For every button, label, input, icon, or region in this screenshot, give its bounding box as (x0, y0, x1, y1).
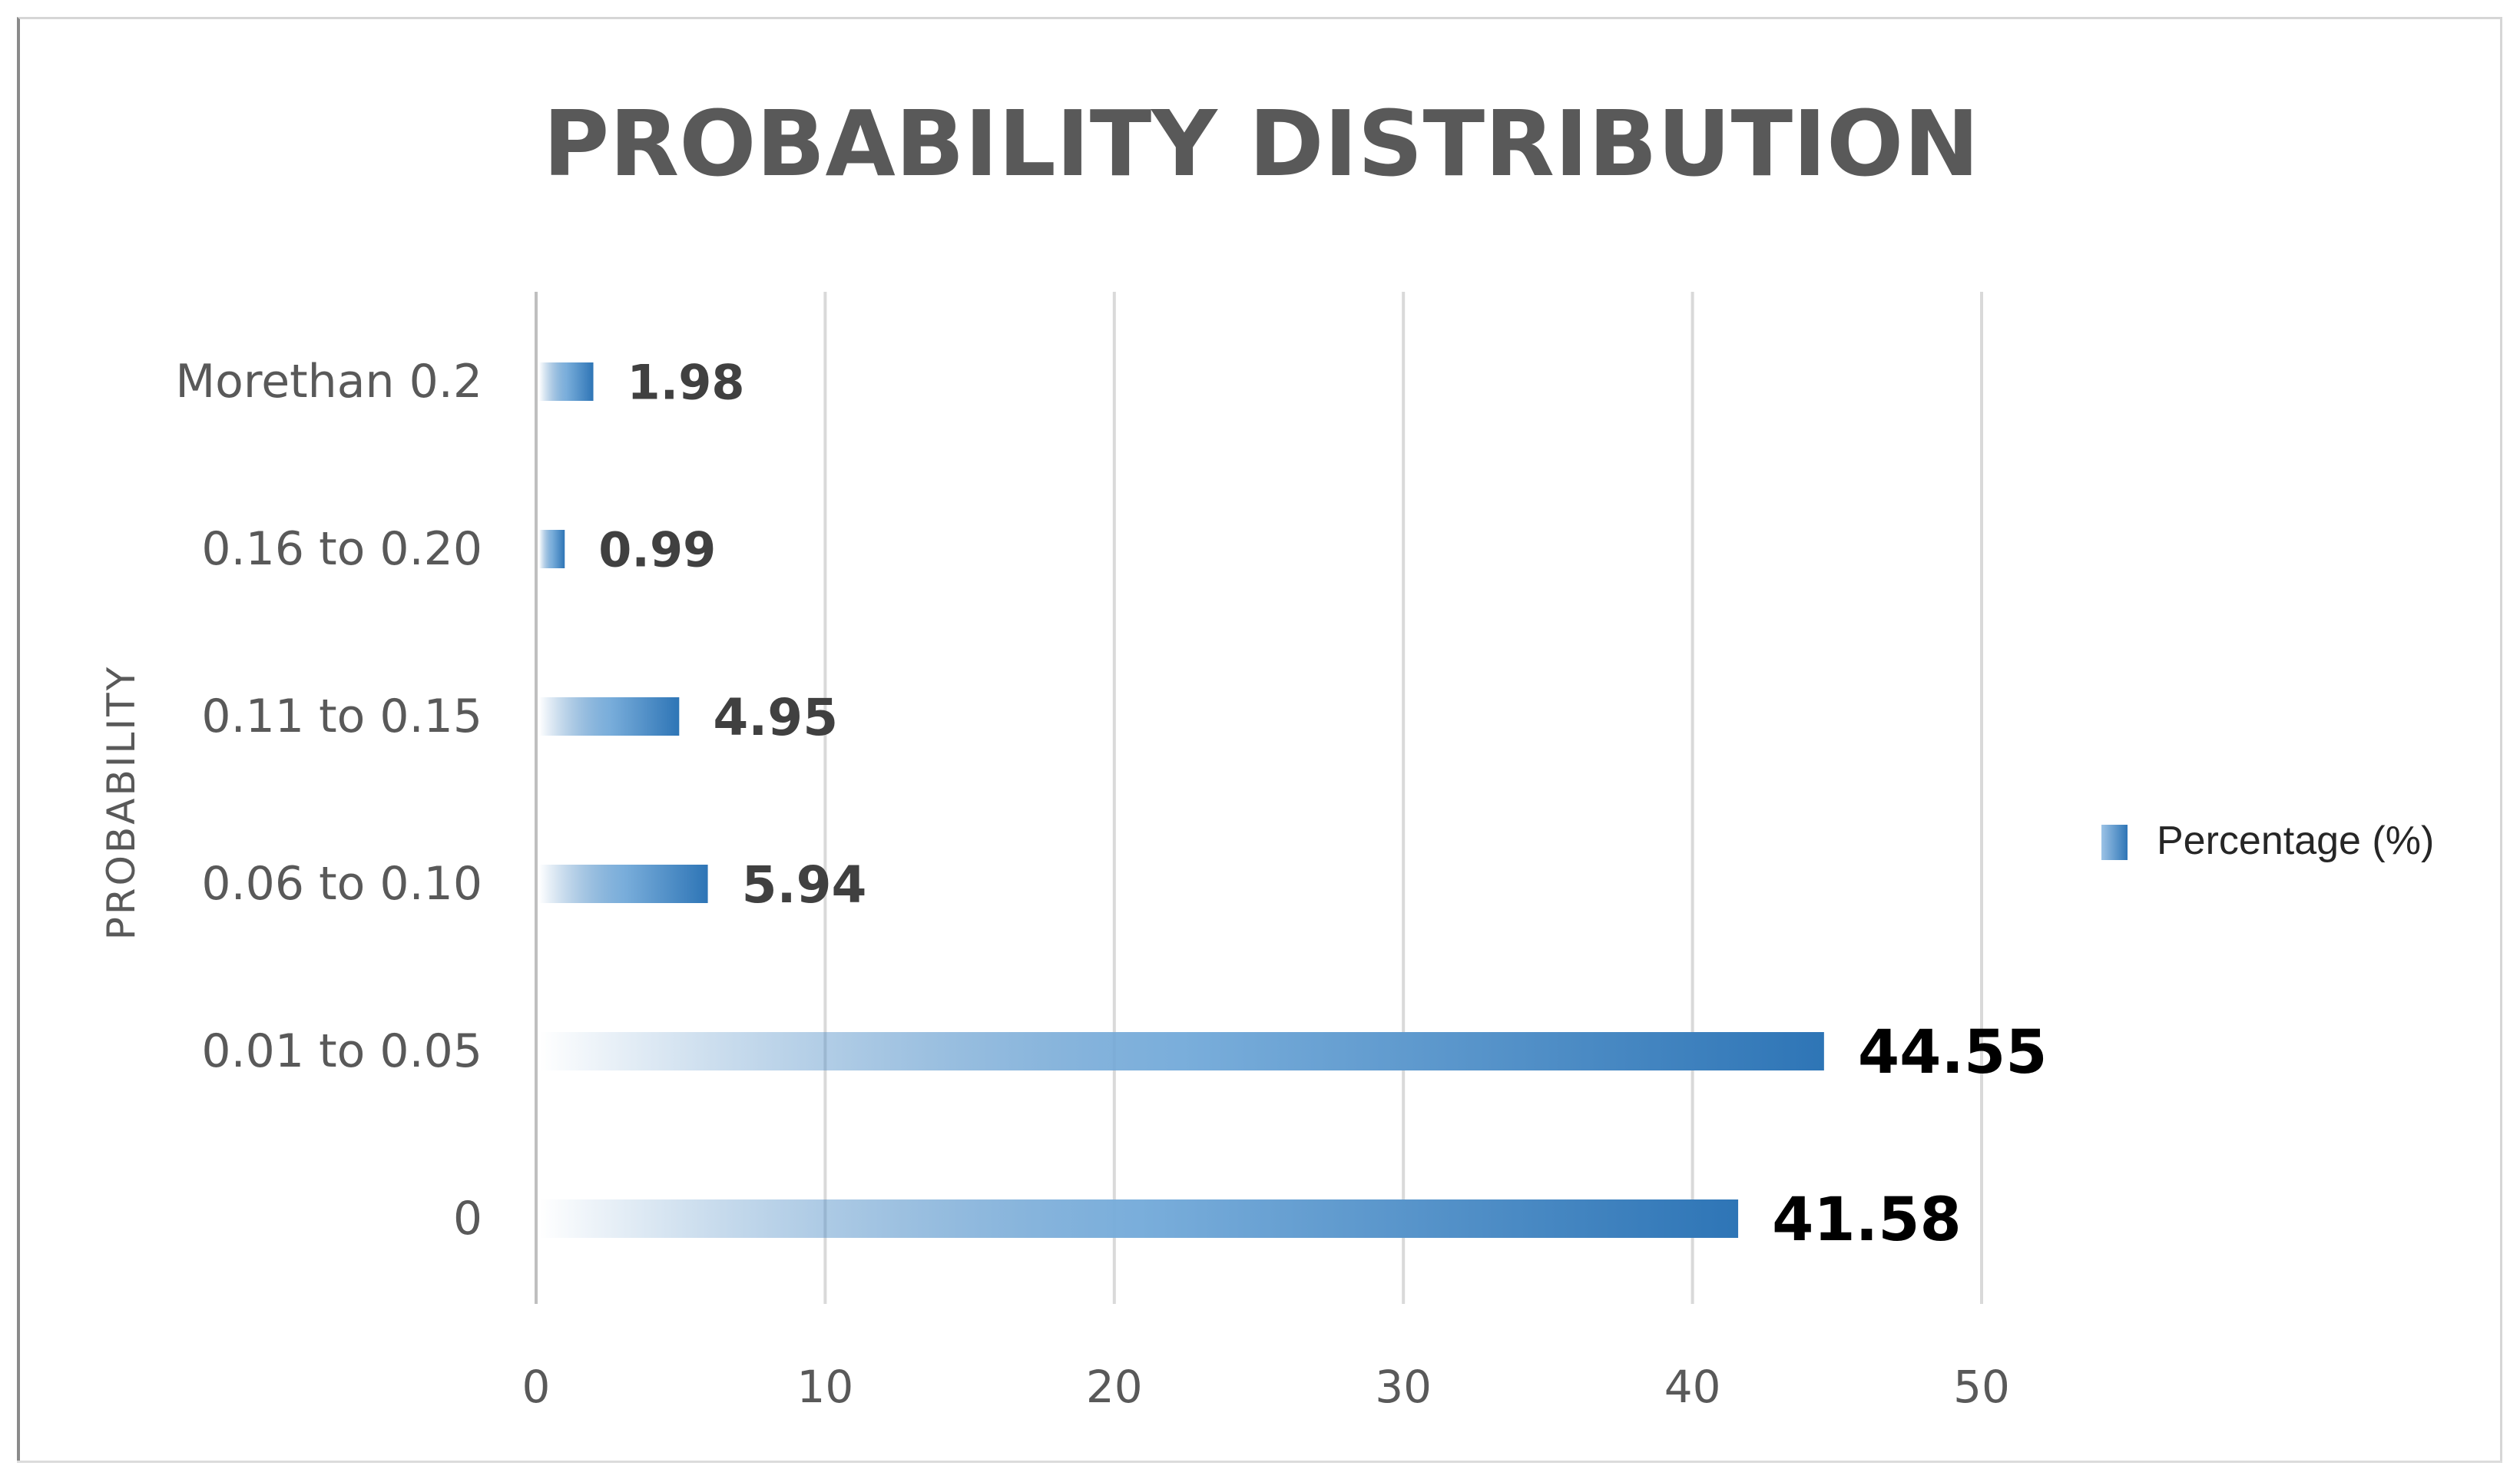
bar (539, 1032, 1824, 1070)
bar (539, 530, 565, 568)
x-tick-label: 0 (522, 1361, 551, 1413)
bar (539, 865, 708, 903)
category-label: 0.01 to 0.05 (201, 1024, 482, 1078)
x-tick-label: 30 (1375, 1361, 1432, 1413)
data-label: 0.99 (598, 521, 716, 577)
y-axis-title: PROBABILITY (99, 665, 144, 941)
x-tick-label: 40 (1664, 1361, 1721, 1413)
data-label: 4.95 (713, 688, 838, 747)
data-label: 1.98 (628, 354, 745, 410)
category-label: 0.16 to 0.20 (201, 522, 482, 576)
legend: Percentage (%) (2101, 819, 2434, 863)
data-label: 41.58 (1772, 1186, 1962, 1255)
x-tick-labels: 0 10 20 30 40 50 (522, 1361, 2010, 1413)
x-tick-label: 10 (796, 1361, 853, 1413)
category-label: 0.06 to 0.10 (201, 857, 482, 911)
data-label: 44.55 (1858, 1018, 2048, 1087)
bar (539, 362, 594, 401)
data-labels: 1.98 0.99 4.95 5.94 44.55 41.58 (598, 354, 2047, 1255)
category-labels: Morethan 0.2 0.16 to 0.20 0.11 to 0.15 0.06… (175, 355, 482, 1246)
data-label: 5.94 (742, 855, 867, 915)
gridlines (535, 292, 1983, 1304)
bars (539, 362, 1824, 1238)
bar (539, 1199, 1739, 1238)
category-label: Morethan 0.2 (175, 355, 482, 409)
legend-label: Percentage (%) (2157, 819, 2434, 863)
x-tick-label: 20 (1086, 1361, 1143, 1413)
bottom-rule (17, 1461, 2502, 1463)
x-tick-label: 50 (1953, 1361, 2010, 1413)
bar (539, 697, 680, 736)
category-label: 0 (453, 1192, 482, 1246)
legend-swatch (2101, 825, 2128, 860)
chart-title: PROBABILITY DISTRIBUTION (543, 91, 1979, 197)
category-label: 0.11 to 0.15 (201, 690, 482, 743)
